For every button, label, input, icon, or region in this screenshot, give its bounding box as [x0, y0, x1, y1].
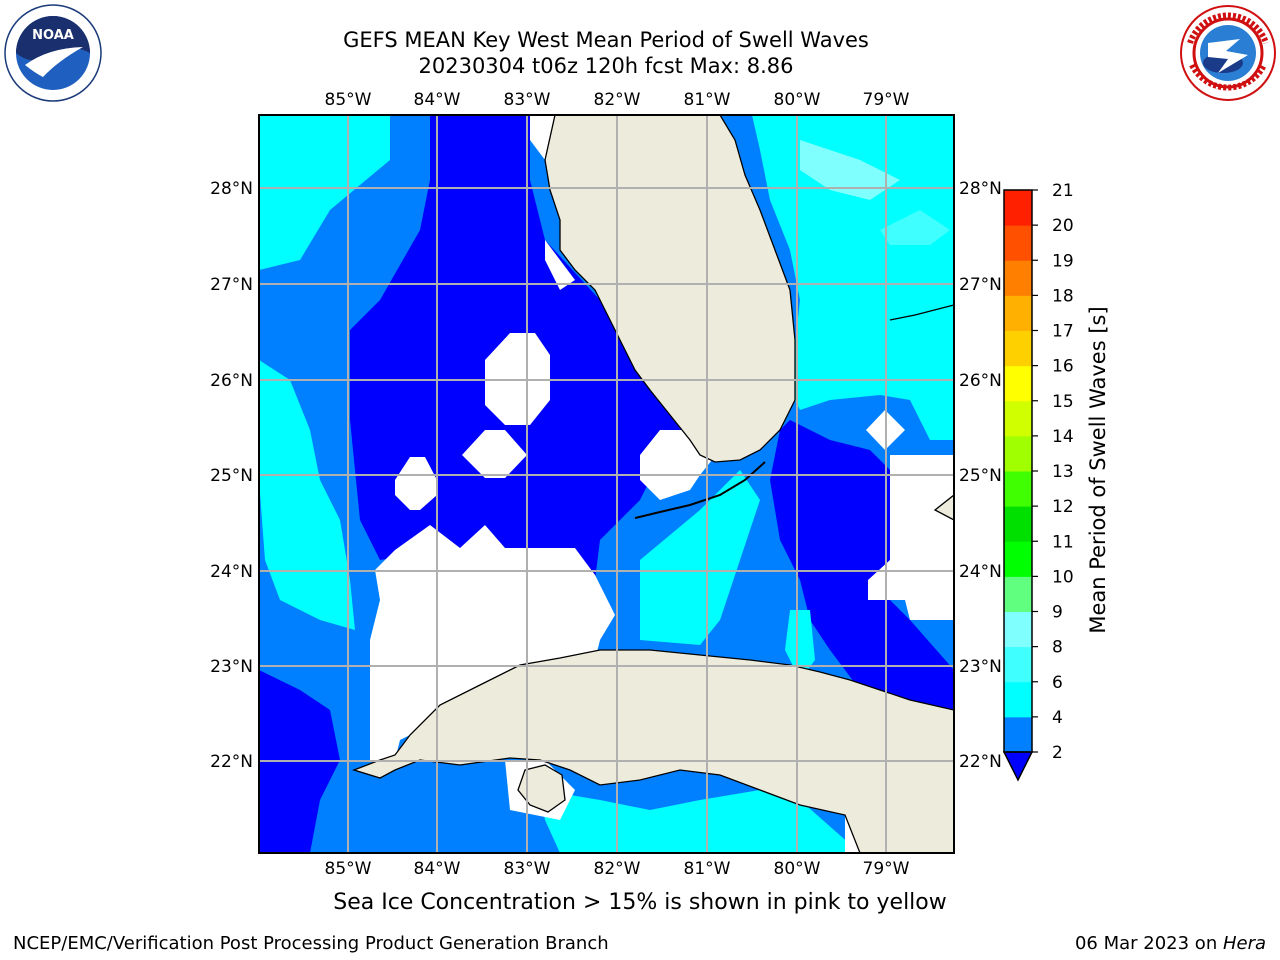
colorbar-tick-label: 15: [1052, 392, 1074, 412]
colorbar-band: [1004, 541, 1032, 577]
colorbar-band: [1004, 506, 1032, 542]
swell-field-8-9: [800, 140, 900, 200]
colorbar-band: [1004, 260, 1032, 296]
swell-field-4-6-cay: [785, 610, 815, 680]
swell-field-6-8: [880, 210, 950, 245]
swell-field-4-6-straits: [640, 470, 760, 645]
colorbar-band: [1004, 716, 1032, 753]
lon-label-top: 81°W: [684, 90, 731, 110]
lat-label-right: 27°N: [959, 275, 1002, 295]
swell-field-4-6-w: [259, 360, 355, 630]
land-florida: [544, 115, 796, 463]
swell-field-lt2-bahamas: [770, 420, 954, 710]
lon-label-top: 83°W: [504, 90, 551, 110]
lon-label-top: 82°W: [594, 90, 641, 110]
lat-label-right: 28°N: [959, 179, 1002, 199]
colorbar-tick-label: 9: [1052, 603, 1063, 623]
florida-keys: [634, 461, 766, 519]
bahamas-coast: [889, 304, 954, 321]
nodata-patch: [545, 240, 575, 290]
svg-text:NOAA: NOAA: [32, 28, 74, 43]
colorbar-tick-label: 13: [1052, 462, 1074, 482]
noaa-logo: NOAA: [4, 4, 102, 102]
lon-label-bottom: 82°W: [594, 859, 641, 879]
colorbar-band: [1004, 225, 1032, 261]
lat-label-left: 28°N: [210, 179, 253, 199]
colorbar-band: [1004, 295, 1032, 331]
lon-label-top: 79°W: [863, 90, 910, 110]
lat-label-right: 26°N: [959, 371, 1002, 391]
colorbar-band: [1004, 646, 1032, 683]
lat-label-left: 26°N: [210, 371, 253, 391]
lat-label-right: 23°N: [959, 657, 1002, 677]
lon-label-bottom: 85°W: [325, 859, 372, 879]
colorbar-tick-label: 21: [1052, 181, 1074, 201]
nodata-region-bahamas: [868, 455, 954, 620]
colorbar-band: [1004, 611, 1032, 648]
lat-label-left: 25°N: [210, 466, 253, 486]
nodata-region-cuba-n: [370, 525, 615, 760]
lon-label-bottom: 79°W: [863, 859, 910, 879]
lat-label-left: 24°N: [210, 562, 253, 582]
lon-label-bottom: 84°W: [414, 859, 461, 879]
colorbar-band: [1004, 681, 1032, 718]
land-andros: [933, 494, 954, 521]
colorbar-tick-label: 19: [1052, 251, 1074, 271]
colorbar-tick-label: 16: [1052, 357, 1074, 377]
colorbar-band: [1004, 400, 1032, 437]
colorbar-tick-label: 2: [1052, 743, 1063, 763]
colorbar-band: [1004, 330, 1032, 367]
lat-label-right: 22°N: [959, 752, 1002, 772]
colorbar-tick-label: 14: [1052, 427, 1074, 447]
land-cuba: [352, 649, 954, 853]
sea-ice-note: Sea Ice Concentration > 15% is shown in …: [333, 890, 947, 915]
map-field: [259, 115, 954, 853]
colorbar-tick-label: 8: [1052, 638, 1063, 658]
colorbar-tick-label: 20: [1052, 216, 1074, 236]
colorbar-band: [1004, 576, 1032, 612]
colorbar-band: [1004, 471, 1032, 507]
footer-credit: NCEP/EMC/Verification Post Processing Pr…: [13, 933, 609, 954]
lat-label-left: 22°N: [210, 752, 253, 772]
swell-field-4-6-south: [540, 790, 860, 853]
swell-field-4-6-atlantic: [752, 115, 954, 440]
footer-date: 06 Mar 2023 on Hera: [1075, 933, 1266, 954]
nws-logo: [1180, 5, 1276, 101]
colorbar-tick-label: 6: [1052, 673, 1063, 693]
lon-label-bottom: 80°W: [774, 859, 821, 879]
colorbar-tick-label: 12: [1052, 497, 1074, 517]
lat-label-left: 23°N: [210, 657, 253, 677]
colorbar-band: [1004, 435, 1032, 472]
graticule: [259, 115, 954, 853]
colorbar-band: [1004, 365, 1032, 402]
lon-label-bottom: 81°W: [684, 859, 731, 879]
colorbar-tick-label: 17: [1052, 322, 1074, 342]
colorbar-tick-label: 10: [1052, 567, 1074, 587]
colorbar: 2 4 6 8 9 10 11 12 13 14 15 16 17 18 19 20 21: [1002, 181, 1074, 782]
nodata-patch: [395, 457, 437, 510]
lon-label-top: 84°W: [414, 90, 461, 110]
colorbar-tick-label: 11: [1052, 532, 1074, 552]
colorbar-label: Mean Period of Swell Waves [s]: [1086, 306, 1110, 633]
lat-label-right: 24°N: [959, 562, 1002, 582]
lat-label-left: 27°N: [210, 275, 253, 295]
map-frame: [258, 114, 955, 854]
lon-label-top: 80°W: [774, 90, 821, 110]
lon-label-top: 85°W: [325, 90, 372, 110]
colorbar-band: [1004, 190, 1032, 226]
land-isla-de-la-juventud: [517, 764, 566, 813]
colorbar-tick-label: 4: [1052, 708, 1063, 728]
lon-label-bottom: 83°W: [504, 859, 551, 879]
footer-date-text: 06 Mar 2023 on: [1074, 933, 1223, 954]
footer-machine: Hera: [1222, 933, 1266, 954]
chart-subtitle-run: 20230304 t06z 120h fcst Max: 8.86: [418, 54, 794, 78]
lat-label-right: 25°N: [959, 466, 1002, 486]
nodata-patch: [462, 430, 527, 478]
swell-field-4-6-nw: [259, 115, 390, 270]
colorbar-tick-label: 18: [1052, 286, 1074, 306]
colorbar-extend-arrow: [1002, 751, 1034, 782]
chart-title: GEFS MEAN Key West Mean Period of Swell …: [343, 28, 869, 52]
